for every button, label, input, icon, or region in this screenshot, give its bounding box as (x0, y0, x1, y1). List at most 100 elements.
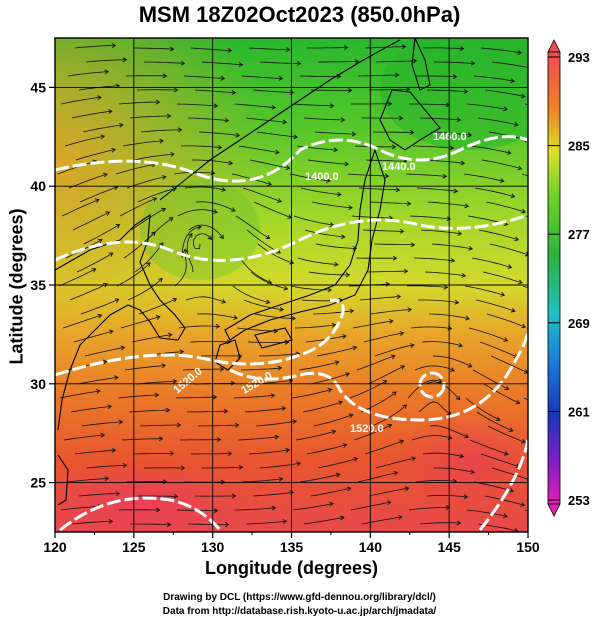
streamline (422, 47, 464, 49)
streamline (78, 493, 120, 497)
x-axis-label: Longitude (degrees) (204, 558, 378, 578)
streamline (312, 310, 354, 315)
streamline-arrowhead (463, 494, 469, 500)
streamline (356, 355, 396, 371)
streamline-arrowhead (235, 132, 241, 138)
streamline-arrowhead (197, 224, 202, 230)
streamline (250, 271, 288, 290)
streamline-arrowhead (278, 476, 284, 482)
streamline (123, 231, 156, 259)
streamline-arrowhead (351, 131, 357, 137)
streamline (71, 521, 113, 525)
streamline (60, 96, 101, 105)
streamline (315, 243, 357, 249)
streamline-arrowhead (219, 366, 225, 372)
streamline-arrowhead (221, 299, 227, 304)
streamline (426, 89, 468, 93)
streamline-arrowhead (159, 138, 164, 144)
streamline-arrowhead (349, 308, 355, 314)
streamline (59, 390, 100, 399)
streamline-arrowhead (406, 201, 412, 207)
streamline-arrowhead (342, 334, 347, 339)
streamline-arrowhead (91, 268, 97, 273)
streamline-arrowhead (443, 284, 449, 290)
streamline (64, 135, 105, 147)
streamline (117, 394, 159, 399)
streamline-arrowhead (285, 447, 291, 453)
streamline (487, 425, 526, 443)
streamline-arrowhead (102, 359, 108, 365)
streamline-arrowhead (238, 62, 244, 67)
streamline (177, 209, 218, 217)
streamline (67, 71, 109, 77)
streamline (137, 188, 177, 203)
streamline-arrowhead (341, 234, 346, 240)
streamline-arrowhead (574, 171, 578, 175)
streamline (406, 285, 448, 288)
streamline (248, 47, 290, 50)
streamline (82, 124, 123, 133)
streamline (133, 47, 174, 50)
streamline-arrowhead (343, 45, 349, 50)
streamline (191, 453, 232, 455)
streamline (368, 487, 409, 497)
streamline-arrowhead (333, 147, 339, 153)
streamline (122, 140, 164, 147)
streamline (302, 401, 343, 413)
streamline-arrowhead (573, 465, 577, 469)
streamline-arrowhead (100, 432, 106, 438)
streamline-arrowhead (281, 406, 287, 412)
streamline-arrowhead (282, 519, 288, 524)
streamline (72, 211, 110, 231)
streamline (74, 45, 116, 49)
streamline-arrowhead (503, 451, 509, 456)
streamline-arrowhead (230, 207, 236, 212)
streamline (471, 257, 512, 268)
streamline (300, 187, 341, 196)
streamline-arrowhead (560, 227, 564, 231)
streamline (476, 411, 513, 432)
streamline-arrowhead (510, 78, 516, 84)
streamline-arrowhead (334, 261, 339, 267)
streamline (143, 61, 185, 64)
streamline-arrowhead (399, 331, 405, 336)
streamline (292, 103, 334, 107)
streamline-arrowhead (335, 472, 341, 478)
streamline-arrowhead (580, 438, 584, 442)
streamline (357, 472, 398, 483)
streamline (186, 410, 228, 413)
credit-data: Data from http://database.rish.kyoto-u.a… (162, 606, 437, 617)
streamline (416, 187, 458, 192)
streamline (421, 341, 463, 347)
streamline-arrowhead (172, 186, 177, 192)
streamline-arrowhead (100, 134, 106, 140)
colorbar: 293 285 277 269 261 253 (547, 39, 590, 517)
streamline-arrowhead (409, 343, 415, 348)
streamline-arrowhead (277, 365, 283, 371)
streamline-arrowhead (278, 75, 284, 81)
streamline-arrowhead (276, 249, 282, 254)
streamline-arrowhead (399, 439, 405, 445)
streamline-arrowhead (405, 86, 411, 92)
streamline-arrowhead (292, 419, 298, 425)
y-axis-ticks: 25 30 35 40 45 (30, 79, 55, 491)
streamline (62, 314, 102, 329)
y-tick-label: 25 (30, 475, 46, 491)
streamline-arrowhead (412, 58, 418, 64)
streamline (183, 75, 225, 79)
colorbar-tick-label: 285 (568, 139, 590, 154)
streamline (242, 187, 282, 202)
streamline-arrowhead (227, 48, 233, 53)
streamline-arrowhead (170, 151, 175, 157)
streamline-arrowhead (162, 73, 168, 79)
streamline-arrowhead (296, 461, 302, 467)
streamline (466, 103, 508, 110)
streamline-arrowhead (97, 313, 103, 319)
streamline (475, 299, 516, 312)
streamline (187, 523, 229, 525)
streamline (255, 420, 297, 427)
streamline (58, 268, 96, 287)
streamline-arrowhead (354, 59, 360, 64)
streamline-arrowhead (582, 369, 586, 373)
streamline (307, 47, 348, 49)
